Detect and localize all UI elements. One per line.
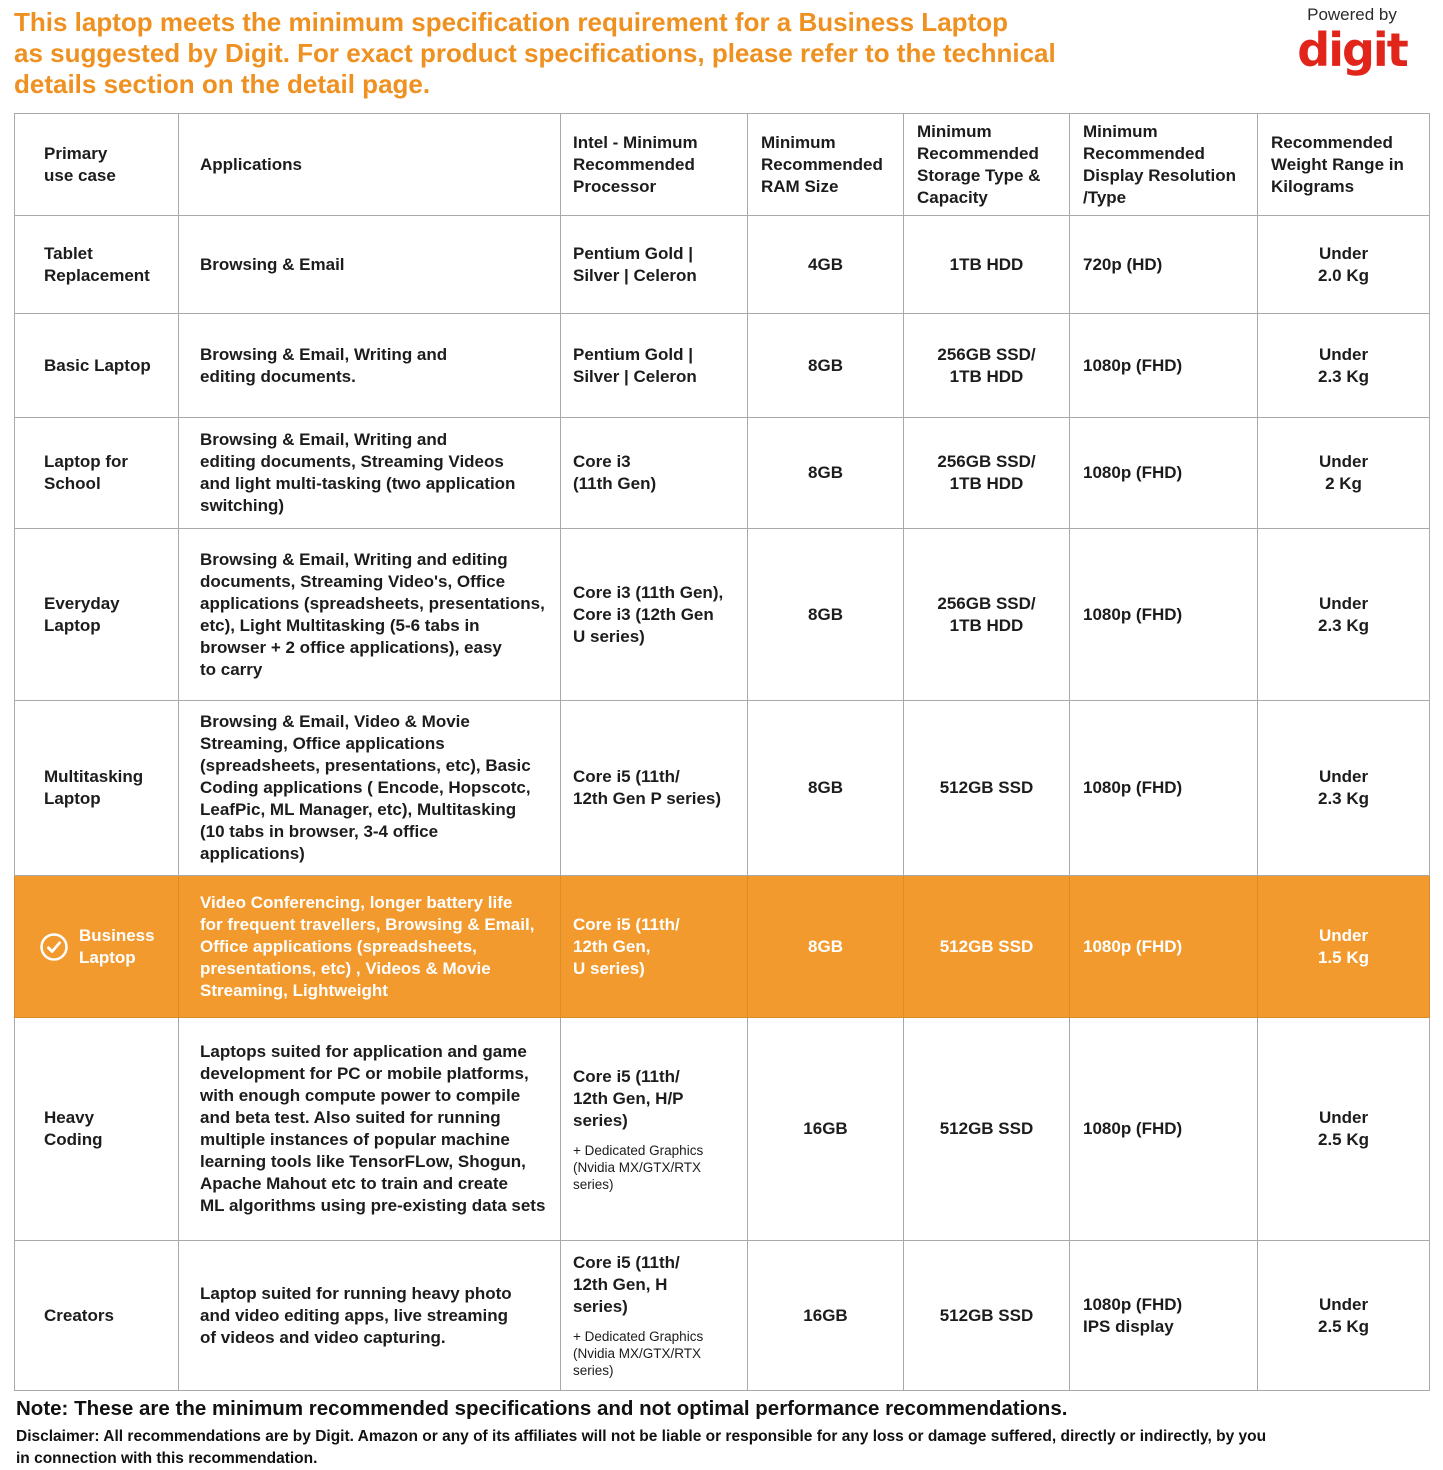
cell-display: 1080p (FHD) xyxy=(1069,700,1258,876)
cell-processor: Core i3 (11th Gen), Core i3 (12th Gen U … xyxy=(560,528,748,701)
use-case-label: Business Laptop xyxy=(79,925,155,967)
table-row-tablet-replacement: Tablet Replacement Browsing & Email Pent… xyxy=(14,215,1430,314)
cell-applications: Browsing & Email, Writing and editing do… xyxy=(178,528,561,701)
cell-processor: Pentium Gold | Silver | Celeron xyxy=(560,215,748,314)
cell-processor: Core i5 (11th/ 12th Gen P series) xyxy=(560,700,748,876)
cell-display: 1080p (FHD) xyxy=(1069,875,1258,1018)
header-storage: Minimum Recommended Storage Type & Capac… xyxy=(903,113,1070,216)
footer-notes: Note: These are the minimum recommended … xyxy=(16,1396,1431,1470)
cell-ram: 4GB xyxy=(747,215,904,314)
cell-applications: Laptop suited for running heavy photo an… xyxy=(178,1240,561,1391)
cell-display: 720p (HD) xyxy=(1069,215,1258,314)
cell-weight: Under 2.5 Kg xyxy=(1257,1017,1430,1241)
cell-applications: Browsing & Email, Writing and editing do… xyxy=(178,313,561,418)
cell-storage: 512GB SSD xyxy=(903,1017,1070,1241)
powered-by-block: Powered by digit xyxy=(1277,5,1427,73)
table-row-creators: Creators Laptop suited for running heavy… xyxy=(14,1240,1430,1391)
cell-ram: 8GB xyxy=(747,313,904,418)
cell-applications: Browsing & Email, Writing and editing do… xyxy=(178,417,561,529)
cell-storage: 256GB SSD/ 1TB HDD xyxy=(903,417,1070,529)
digit-logo: digit xyxy=(1297,23,1408,77)
cell-ram: 8GB xyxy=(747,700,904,876)
cell-weight: Under 2.5 Kg xyxy=(1257,1240,1430,1391)
cell-display: 1080p (FHD) IPS display xyxy=(1069,1240,1258,1391)
cell-processor: Core i3 (11th Gen) xyxy=(560,417,748,529)
table-header-row: Primary use case Applications Intel - Mi… xyxy=(14,113,1430,216)
cell-storage: 256GB SSD/ 1TB HDD xyxy=(903,528,1070,701)
cell-applications: Browsing & Email, Video & Movie Streamin… xyxy=(178,700,561,876)
header-applications: Applications xyxy=(178,113,561,216)
cell-display: 1080p (FHD) xyxy=(1069,313,1258,418)
cell-display: 1080p (FHD) xyxy=(1069,528,1258,701)
cell-weight: Under 2.0 Kg xyxy=(1257,215,1430,314)
banner-text: This laptop meets the minimum specificat… xyxy=(14,7,1056,99)
cell-storage: 512GB SSD xyxy=(903,700,1070,876)
cell-applications: Laptops suited for application and game … xyxy=(178,1017,561,1241)
cell-use-case: Multitasking Laptop xyxy=(14,700,179,876)
cell-use-case: Tablet Replacement xyxy=(14,215,179,314)
cell-processor: Core i5 (11th/ 12th Gen, H series) + Ded… xyxy=(560,1240,748,1391)
cell-weight: Under 2.3 Kg xyxy=(1257,313,1430,418)
cell-weight: Under 1.5 Kg xyxy=(1257,875,1430,1018)
cell-display: 1080p (FHD) xyxy=(1069,1017,1258,1241)
processor-main: Core i5 (11th/ 12th Gen, H series) xyxy=(573,1253,680,1316)
table-row-multitasking-laptop: Multitasking Laptop Browsing & Email, Vi… xyxy=(14,700,1430,876)
cell-weight: Under 2.3 Kg xyxy=(1257,700,1430,876)
cell-use-case: Business Laptop xyxy=(14,875,179,1018)
cell-processor: Pentium Gold | Silver | Celeron xyxy=(560,313,748,418)
cell-storage: 1TB HDD xyxy=(903,215,1070,314)
header-ram: Minimum Recommended RAM Size xyxy=(747,113,904,216)
disclaimer-text: Disclaimer: All recommendations are by D… xyxy=(16,1428,1267,1467)
header-weight: Recommended Weight Range in Kilograms xyxy=(1257,113,1430,216)
cell-ram: 8GB xyxy=(747,875,904,1018)
table-row-basic-laptop: Basic Laptop Browsing & Email, Writing a… xyxy=(14,313,1430,418)
cell-applications: Video Conferencing, longer battery life … xyxy=(178,875,561,1018)
cell-storage: 512GB SSD xyxy=(903,1240,1070,1391)
header-display: Minimum Recommended Display Resolution /… xyxy=(1069,113,1258,216)
cell-ram: 16GB xyxy=(747,1017,904,1241)
check-circle-icon xyxy=(40,932,68,961)
cell-ram: 16GB xyxy=(747,1240,904,1391)
cell-use-case: Heavy Coding xyxy=(14,1017,179,1241)
table-row-heavy-coding: Heavy Coding Laptops suited for applicat… xyxy=(14,1017,1430,1241)
note-text: Note: These are the minimum recommended … xyxy=(16,1397,1068,1420)
table-row-everyday-laptop: Everyday Laptop Browsing & Email, Writin… xyxy=(14,528,1430,701)
cell-weight: Under 2.3 Kg xyxy=(1257,528,1430,701)
powered-by-label: Powered by xyxy=(1307,5,1397,24)
processor-extra: + Dedicated Graphics (Nvidia MX/GTX/RTX … xyxy=(573,1142,704,1192)
cell-use-case: Creators xyxy=(14,1240,179,1391)
cell-processor: Core i5 (11th/ 12th Gen, H/P series) + D… xyxy=(560,1017,748,1241)
table-row-business-laptop-highlighted: Business Laptop Video Conferencing, long… xyxy=(14,875,1430,1018)
cell-processor: Core i5 (11th/ 12th Gen, U series) xyxy=(560,875,748,1018)
spec-table: Primary use case Applications Intel - Mi… xyxy=(14,113,1430,1391)
table-row-laptop-for-school: Laptop for School Browsing & Email, Writ… xyxy=(14,417,1430,529)
cell-ram: 8GB xyxy=(747,528,904,701)
cell-storage: 256GB SSD/ 1TB HDD xyxy=(903,313,1070,418)
cell-use-case: Laptop for School xyxy=(14,417,179,529)
cell-weight: Under 2 Kg xyxy=(1257,417,1430,529)
cell-ram: 8GB xyxy=(747,417,904,529)
cell-applications: Browsing & Email xyxy=(178,215,561,314)
cell-storage: 512GB SSD xyxy=(903,875,1070,1018)
header-primary-use-case: Primary use case xyxy=(14,113,179,216)
header-processor: Intel - Minimum Recommended Processor xyxy=(560,113,748,216)
cell-display: 1080p (FHD) xyxy=(1069,417,1258,529)
cell-use-case: Everyday Laptop xyxy=(14,528,179,701)
cell-use-case: Basic Laptop xyxy=(14,313,179,418)
processor-extra: + Dedicated Graphics (Nvidia MX/GTX/RTX … xyxy=(573,1329,704,1378)
processor-main: Core i5 (11th/ 12th Gen, H/P series) xyxy=(573,1066,684,1130)
